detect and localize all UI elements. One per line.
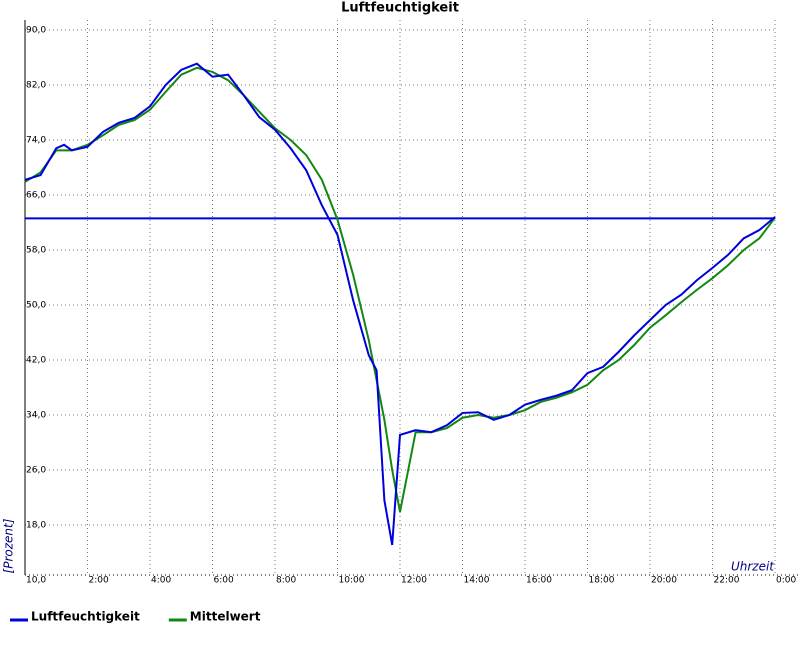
x-axis-label: Uhrzeit [731,560,775,574]
y-tick-label: 82,0 [26,81,46,91]
y-tick-label: 18,0 [26,521,46,531]
x-tick-label: 22:00 [714,576,740,586]
y-tick-label: 90,0 [26,26,46,36]
legend-label: Mittelwert [190,610,261,624]
y-tick-label: 34,0 [26,411,46,421]
y-tick-label: 66,0 [26,191,46,201]
y-tick-label: 26,0 [26,466,46,476]
legend-label: Luftfeuchtigkeit [31,610,140,624]
x-tick-label: 12:00 [401,576,427,586]
data-line [24,66,776,513]
x-tick-label: 8:00 [276,576,296,586]
y-tick-label: 58,0 [26,246,46,256]
x-tick-label: 0:00 [776,576,796,586]
y-tick-label: 10,0 [26,576,46,586]
x-tick-label: 4:00 [151,576,171,586]
y-tick-label: 74,0 [26,136,46,146]
y-tick-label: 50,0 [26,301,46,311]
y-tick-label: 42,0 [26,356,46,366]
x-tick-label: 10:00 [339,576,365,586]
x-tick-label: 16:00 [526,576,552,586]
x-tick-label: 14:00 [464,576,490,586]
y-axis-label: [Prozent] [2,518,16,573]
x-tick-label: 18:00 [589,576,615,586]
chart-title: Luftfeuchtigkeit [341,1,459,16]
data-line [24,62,776,546]
x-tick-label: 2:00 [89,576,109,586]
x-tick-label: 6:00 [214,576,234,586]
x-tick-label: 20:00 [651,576,677,586]
